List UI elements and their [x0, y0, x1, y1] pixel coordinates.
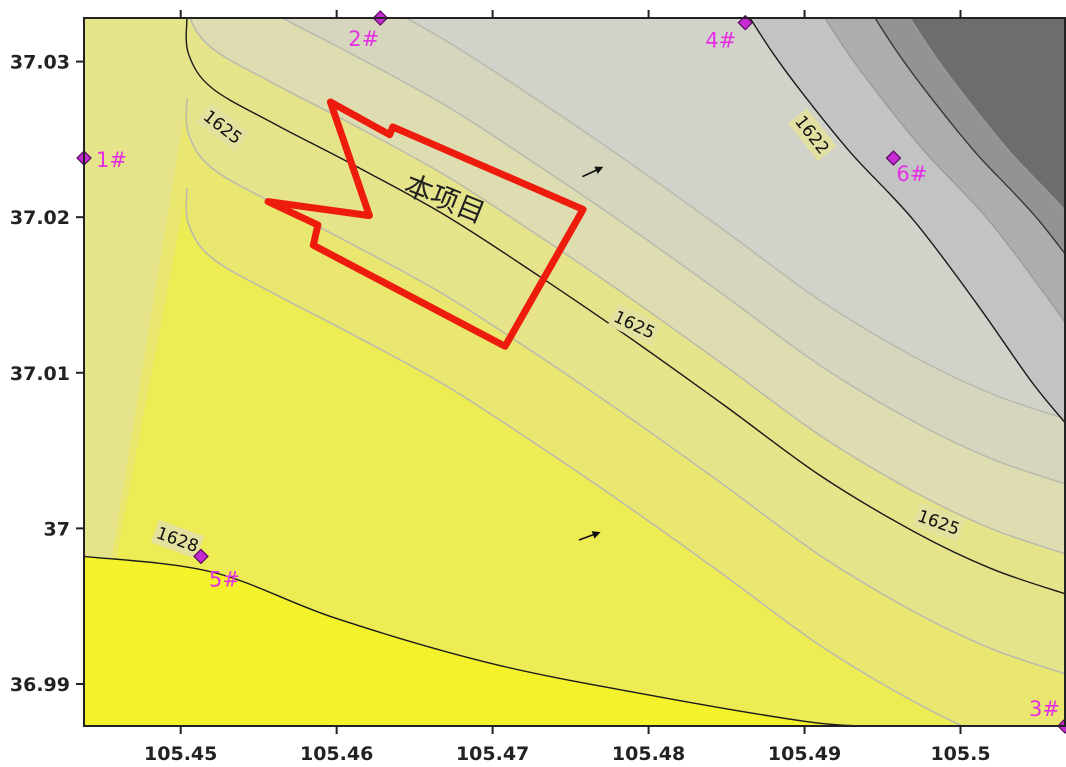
minor-contour-dark-3	[909, 18, 1065, 212]
well-marker-5	[193, 548, 209, 565]
contour-1625	[185, 18, 1065, 595]
band-dark-4	[910, 18, 1065, 211]
y-tick-label: 37.03	[10, 52, 70, 74]
major-contours	[84, 18, 1065, 726]
x-tick-label: 105.48	[612, 743, 685, 765]
minor-contour-3	[404, 18, 1065, 420]
flow-arrow-shaft	[582, 168, 599, 178]
x-tick-label: 105.49	[768, 743, 841, 765]
contour-label-group-4: 1628	[150, 519, 205, 559]
minor-contour-dark-1	[824, 18, 1065, 324]
minor-contour-1	[189, 18, 1065, 555]
x-tick-label: 105.5	[930, 743, 990, 765]
band-lowest	[84, 556, 864, 726]
y-tick-label: 37	[44, 518, 70, 540]
contour-fill-bands	[84, 18, 1065, 726]
minor-contour-4	[185, 97, 1065, 675]
flow-arrow-1	[582, 166, 604, 178]
contour-label-bg	[788, 108, 837, 162]
well-label: 3#	[1029, 697, 1060, 721]
contour-label-bg	[607, 303, 662, 346]
contour-1628	[84, 555, 864, 726]
y-tick-label: 37.01	[10, 363, 70, 385]
axes: 105.45 105.46 105.47 105.48 105.49 105.5 36.99…	[10, 10, 991, 765]
wells: 1# 2# 4# 6# 5# 3#	[76, 10, 1066, 734]
contour-label-bg	[150, 519, 205, 559]
project-boundary	[264, 98, 587, 350]
well-marker-4	[885, 150, 902, 166]
well-marker-3	[737, 14, 754, 31]
flow-arrow-2	[578, 531, 601, 541]
x-tick-label: 105.47	[456, 743, 529, 765]
well-label: 4#	[705, 29, 736, 53]
flow-arrow-head	[591, 531, 601, 539]
x-tick-label: 105.46	[300, 743, 373, 765]
band-upper-3	[84, 18, 1065, 419]
contour-1622	[749, 18, 1065, 424]
contour-label-bg	[196, 102, 250, 152]
flow-arrows	[578, 166, 604, 541]
well-label: 1#	[96, 148, 127, 172]
flow-arrow-shaft	[578, 533, 596, 541]
flow-arrow-head	[594, 166, 604, 174]
minor-contour-dark-2	[874, 18, 1065, 255]
well-label: 2#	[348, 27, 379, 51]
minor-contour-2	[280, 18, 1065, 485]
contour-label-bg	[912, 502, 966, 542]
well-label: 6#	[896, 162, 927, 186]
minor-contours	[185, 18, 1065, 726]
y-tick-label: 36.99	[10, 674, 70, 696]
minor-contour-5	[185, 187, 965, 726]
well-label: 5#	[209, 567, 240, 591]
x-tick-label: 105.45	[144, 743, 217, 765]
y-tick-label: 37.02	[10, 207, 70, 229]
